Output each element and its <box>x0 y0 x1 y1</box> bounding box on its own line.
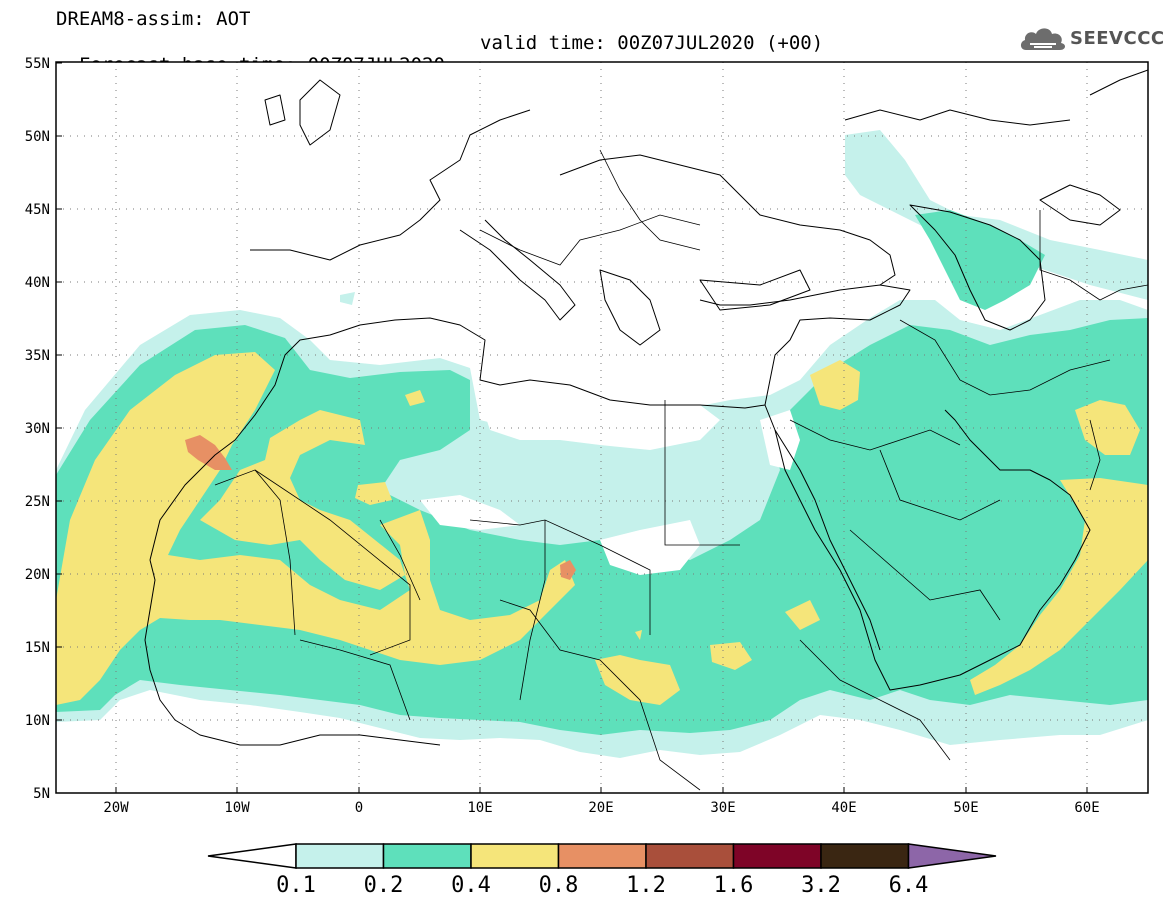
lat-label-25n: 25N <box>25 494 50 510</box>
colorbar-label-0.2: 0.2 <box>364 873 404 898</box>
lon-label-20e: 20E <box>588 800 613 816</box>
lat-label-35n: 35N <box>25 348 50 364</box>
colorbar-label-0.8: 0.8 <box>539 873 579 898</box>
colorbar-label-0.1: 0.1 <box>276 873 316 898</box>
colorbar-swatch-5 <box>645 843 735 869</box>
colorbar-labels: 0.1 0.2 0.4 0.8 1.2 1.6 3.2 6.4 <box>276 873 928 898</box>
lat-label-30n: 30N <box>25 421 50 437</box>
lat-label-10n: 10N <box>25 713 50 729</box>
colorbar-swatch-3 <box>470 843 560 869</box>
lat-label-50n: 50N <box>25 129 50 145</box>
coastlines <box>144 69 1148 746</box>
lat-label-40n: 40N <box>25 275 50 291</box>
lon-label-20w: 20W <box>103 800 129 816</box>
colorbar-swatch-6 <box>732 843 822 869</box>
lon-label-60e: 60E <box>1074 800 1099 816</box>
cloud-logo-icon <box>1020 28 1066 50</box>
colorbar-above-arrow <box>907 843 997 869</box>
lon-label-40e: 40E <box>831 800 856 816</box>
colorbar-label-1.2: 1.2 <box>626 873 666 898</box>
colorbar <box>207 843 997 869</box>
colorbar-label-1.6: 1.6 <box>714 873 754 898</box>
colorbar-swatch-7 <box>820 843 910 869</box>
lon-label-50e: 50E <box>953 800 978 816</box>
colorbar-below-arrow <box>207 843 297 869</box>
colorbar-label-3.2: 3.2 <box>801 873 841 898</box>
colorbar-label-6.4: 6.4 <box>889 873 929 898</box>
logo-text: SEEVCCC <box>1070 28 1165 49</box>
aot-level-0.8 <box>185 435 576 580</box>
latitude-axis: 55N 50N 45N 40N 35N 30N 25N 20N 15N 10N … <box>25 56 62 802</box>
lat-label-20n: 20N <box>25 567 50 583</box>
lon-label-10e: 10E <box>467 800 492 816</box>
lon-label-0: 0 <box>355 800 363 816</box>
colorbar-swatch-1 <box>295 843 385 869</box>
map-area <box>56 62 1148 793</box>
country-borders <box>214 149 1148 791</box>
colorbar-swatch-2 <box>382 843 472 869</box>
colorbar-label-0.4: 0.4 <box>451 873 491 898</box>
lon-label-10w: 10W <box>224 800 250 816</box>
lon-label-30e: 30E <box>710 800 735 816</box>
map-title: DREAM8-assim: AOT <box>56 8 251 30</box>
aot-below-0.1 <box>420 395 800 575</box>
graticule <box>56 62 1148 793</box>
lat-label-15n: 15N <box>25 640 50 656</box>
lat-label-45n: 45N <box>25 202 50 218</box>
longitude-axis: 20W 10W 0 10E 20E 30E 40E 50E 60E <box>103 787 1100 816</box>
seevccc-logo: SEEVCCC <box>1018 22 1164 56</box>
lat-label-55n: 55N <box>25 56 50 72</box>
colorbar-swatch-4 <box>557 843 647 869</box>
valid-time-label: valid time: 00Z07JUL2020 (+00) <box>480 32 824 54</box>
lat-label-5n: 5N <box>33 786 50 802</box>
